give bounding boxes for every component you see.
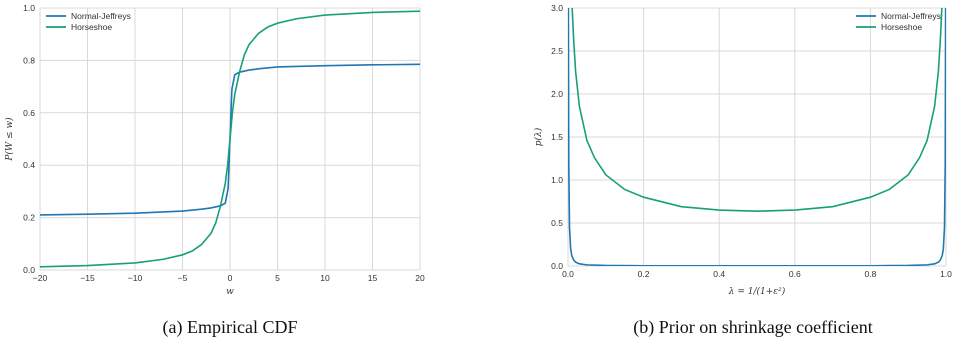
y-tick-label: 0.0 bbox=[23, 265, 35, 275]
y-tick-label: 0.6 bbox=[23, 108, 35, 118]
x-axis-label: λ = 1/(1+ε²) bbox=[728, 286, 786, 297]
x-tick-label: 0.6 bbox=[789, 269, 801, 279]
y-tick-label: 0.4 bbox=[23, 160, 35, 170]
legend-label: Horseshoe bbox=[71, 22, 112, 32]
x-tick-label: −15 bbox=[80, 273, 95, 283]
x-tick-label: 1.0 bbox=[940, 269, 952, 279]
y-tick-label: 2.5 bbox=[551, 46, 563, 56]
x-tick-label: 0 bbox=[228, 273, 233, 283]
x-tick-label: 15 bbox=[368, 273, 378, 283]
chart-shrinkage-prior: 0.0 0.2 0.4 0.6 0.8 1.0 0.0 0.5 1.0 1.5 2.0 2.5 3.0 λ… bbox=[533, 3, 952, 338]
legend-label: Normal-Jeffreys bbox=[71, 11, 131, 21]
y-tick-label: 0.0 bbox=[551, 261, 563, 271]
x-tick-label: 10 bbox=[320, 273, 330, 283]
x-tick-label: 0.4 bbox=[713, 269, 725, 279]
figure-caption: (a) Empirical CDF bbox=[163, 317, 298, 338]
y-tick-label: 3.0 bbox=[551, 3, 563, 13]
series-line-horseshoe bbox=[571, 8, 943, 213]
y-tick-label: 2.0 bbox=[551, 89, 563, 99]
y-axis-label: P(W ≤ w) bbox=[4, 117, 15, 162]
x-tick-label: 5 bbox=[275, 273, 280, 283]
legend-label: Normal-Jeffreys bbox=[881, 11, 941, 21]
y-tick-label: 0.2 bbox=[23, 213, 35, 223]
x-tick-label: 20 bbox=[415, 273, 425, 283]
y-tick-label: 1.5 bbox=[551, 132, 563, 142]
legend-label: Horseshoe bbox=[881, 22, 922, 32]
y-tick-label: 0.8 bbox=[23, 55, 35, 65]
x-tick-label: −10 bbox=[128, 273, 143, 283]
y-tick-label: 1.0 bbox=[23, 3, 35, 13]
series-line-horseshoe bbox=[40, 10, 420, 268]
chart-empirical-cdf: −20 −15 −10 −5 0 5 10 15 20 0.0 0.2 0.4 0.6 0.8 1.0 w P(… bbox=[4, 3, 425, 338]
series-line-normal-jeffreys bbox=[568, 8, 946, 266]
y-tick-label: 1.0 bbox=[551, 175, 563, 185]
x-tick-label: 0.0 bbox=[562, 269, 574, 279]
x-tick-label: −20 bbox=[33, 273, 48, 283]
x-tick-label: −5 bbox=[178, 273, 188, 283]
x-tick-label: 0.2 bbox=[638, 269, 650, 279]
figure-caption: (b) Prior on shrinkage coefficient bbox=[633, 317, 873, 338]
y-axis-label: p(λ) bbox=[533, 127, 544, 146]
y-tick-label: 0.5 bbox=[551, 218, 563, 228]
x-tick-label: 0.8 bbox=[864, 269, 876, 279]
x-axis-label: w bbox=[226, 287, 234, 297]
